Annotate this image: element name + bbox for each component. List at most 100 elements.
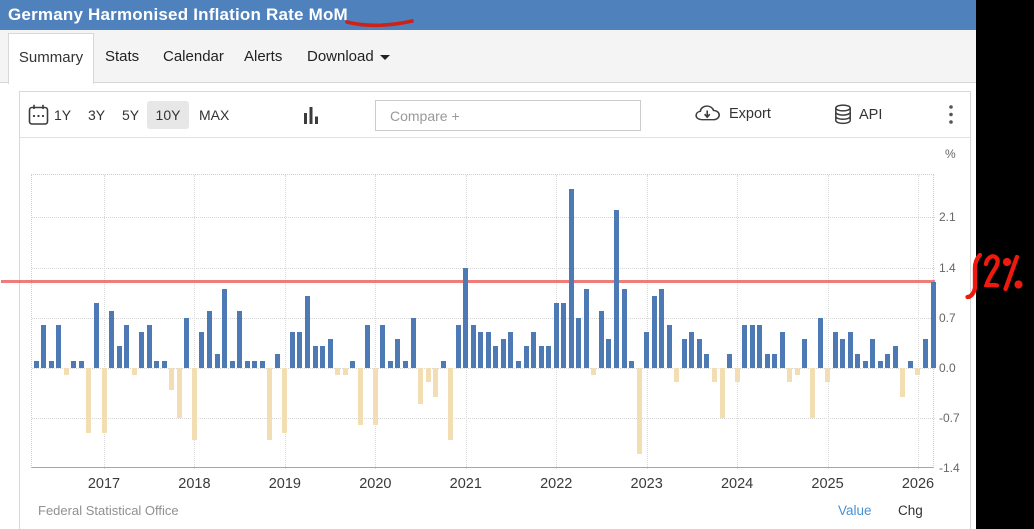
- chart-bar-2024-01[interactable]: [734, 368, 740, 383]
- chart-bar-2021-07[interactable]: [508, 332, 514, 368]
- chart-bar-2025-08[interactable]: [877, 360, 883, 368]
- chart-bar-2022-11[interactable]: [629, 360, 635, 368]
- chart-bar-2017-11[interactable]: [176, 368, 182, 419]
- chart-bar-2018-05[interactable]: [222, 289, 228, 368]
- chart-bar-2020-01[interactable]: [372, 368, 378, 426]
- chart-bar-2019-08[interactable]: [335, 368, 341, 376]
- chart-bar-2022-10[interactable]: [621, 289, 627, 368]
- chart-bar-2021-01[interactable]: [463, 267, 469, 368]
- chart-bar-2023-02[interactable]: [651, 296, 657, 368]
- chart-bar-2018-03[interactable]: [207, 310, 213, 368]
- chart-bar-2017-01[interactable]: [101, 368, 107, 433]
- chart-bar-2020-02[interactable]: [380, 324, 386, 368]
- chart-bar-2026-02[interactable]: [923, 339, 929, 368]
- range-3y[interactable]: 3Y: [88, 107, 106, 123]
- api-button[interactable]: API: [834, 104, 882, 125]
- chart-bar-2024-02[interactable]: [742, 324, 748, 368]
- chart-bar-2024-03[interactable]: [749, 324, 755, 368]
- chart-bar-2021-12[interactable]: [546, 346, 552, 368]
- chart-bar-2023-12[interactable]: [727, 353, 733, 368]
- chart-bar-2016-08[interactable]: [63, 368, 69, 376]
- chart-bar-2019-07[interactable]: [327, 339, 333, 368]
- chart-bar-2020-08[interactable]: [425, 368, 431, 383]
- range-5y[interactable]: 5Y: [122, 107, 140, 123]
- chart-bar-2022-05[interactable]: [583, 289, 589, 368]
- chart-bar-2025-09[interactable]: [885, 353, 891, 368]
- chart-bar-2024-12[interactable]: [817, 317, 823, 368]
- chart-bar-2020-10[interactable]: [440, 360, 446, 368]
- chart-bar-2016-12[interactable]: [93, 303, 99, 368]
- chart-bar-2021-04[interactable]: [485, 332, 491, 368]
- tab-calendar[interactable]: Calendar: [163, 48, 224, 65]
- chart-bar-2021-10[interactable]: [531, 332, 537, 368]
- chart-bar-2025-07[interactable]: [870, 339, 876, 368]
- kebab-menu-icon[interactable]: [948, 104, 954, 126]
- chart-bar-2017-09[interactable]: [161, 360, 167, 368]
- chart-bar-2016-05[interactable]: [41, 324, 47, 368]
- tab-summary[interactable]: Summary: [8, 33, 94, 84]
- range-10y-selected[interactable]: 10Y: [147, 101, 189, 129]
- chart-bar-2025-01[interactable]: [825, 368, 831, 383]
- chart-bar-2022-02[interactable]: [561, 303, 567, 368]
- chart-bar-2020-03[interactable]: [387, 360, 393, 368]
- export-button[interactable]: Export: [694, 104, 771, 124]
- chart-bar-2024-09[interactable]: [794, 368, 800, 376]
- chart-bar-2018-09[interactable]: [252, 360, 258, 368]
- chart-bar-2017-03[interactable]: [116, 346, 122, 368]
- range-max[interactable]: MAX: [199, 107, 230, 123]
- chart-bar-2019-03[interactable]: [297, 332, 303, 368]
- chart-bar-2024-07[interactable]: [779, 332, 785, 368]
- chart-bar-2024-08[interactable]: [787, 368, 793, 383]
- chart-bar-2023-08[interactable]: [696, 339, 702, 368]
- chart-bar-2019-01[interactable]: [282, 368, 288, 433]
- chart-bar-2017-07[interactable]: [146, 324, 152, 368]
- chart-bar-2023-09[interactable]: [704, 353, 710, 368]
- chart-bar-2025-04[interactable]: [847, 332, 853, 368]
- chart-bar-2020-04[interactable]: [395, 339, 401, 368]
- chart-bar-2026-01[interactable]: [915, 368, 921, 376]
- chart-bar-2016-07[interactable]: [56, 324, 62, 368]
- calendar-icon[interactable]: [28, 104, 49, 126]
- chart-bar-2023-11[interactable]: [719, 368, 725, 419]
- chart-bar-2025-11[interactable]: [900, 368, 906, 397]
- chart-bar-2019-04[interactable]: [304, 296, 310, 368]
- chart-bar-2025-02[interactable]: [832, 332, 838, 368]
- chart-bar-2017-05[interactable]: [131, 368, 137, 376]
- chart-bar-2021-11[interactable]: [538, 346, 544, 368]
- chart-bar-2020-07[interactable]: [418, 368, 424, 404]
- chart-bar-2026-03[interactable]: [930, 281, 936, 368]
- chart-type-icon[interactable]: [304, 107, 319, 124]
- tab-alerts[interactable]: Alerts: [244, 48, 283, 65]
- chart-bar-2025-03[interactable]: [840, 339, 846, 368]
- chart-bar-2017-04[interactable]: [124, 324, 130, 368]
- chart-bar-2019-11[interactable]: [357, 368, 363, 426]
- chart-bar-2018-01[interactable]: [191, 368, 197, 440]
- chart-bar-2022-09[interactable]: [614, 210, 620, 368]
- chart-bar-2016-10[interactable]: [78, 360, 84, 368]
- chart-bar-2022-08[interactable]: [606, 339, 612, 368]
- chart-bar-2016-04[interactable]: [33, 360, 39, 368]
- chart-bar-2021-08[interactable]: [516, 360, 522, 368]
- chart-bar-2021-02[interactable]: [470, 324, 476, 368]
- chart-bar-2023-03[interactable]: [659, 289, 665, 368]
- chart-bar-2018-06[interactable]: [229, 360, 235, 368]
- chart-bar-2016-11[interactable]: [86, 368, 92, 433]
- chart-bar-2021-03[interactable]: [478, 332, 484, 368]
- chart-bar-2017-08[interactable]: [154, 360, 160, 368]
- chart-bar-2017-02[interactable]: [109, 310, 115, 368]
- chart-bar-2025-06[interactable]: [862, 360, 868, 368]
- chart-bar-2024-04[interactable]: [757, 324, 763, 368]
- chart-bar-2025-10[interactable]: [892, 346, 898, 368]
- chart-bar-2022-12[interactable]: [636, 368, 642, 455]
- chart-bar-2018-12[interactable]: [274, 353, 280, 368]
- chart-bar-2022-07[interactable]: [598, 310, 604, 368]
- chart-bar-2018-04[interactable]: [214, 353, 220, 368]
- chart-bar-2021-05[interactable]: [493, 346, 499, 368]
- chart-bar-2021-09[interactable]: [523, 346, 529, 368]
- chart-bar-2023-05[interactable]: [674, 368, 680, 383]
- chart-bar-2024-05[interactable]: [764, 353, 770, 368]
- chart-bar-2024-06[interactable]: [772, 353, 778, 368]
- chart-bar-2022-01[interactable]: [553, 303, 559, 368]
- value-toggle[interactable]: Value: [838, 503, 872, 518]
- chart-bar-2025-12[interactable]: [907, 360, 913, 368]
